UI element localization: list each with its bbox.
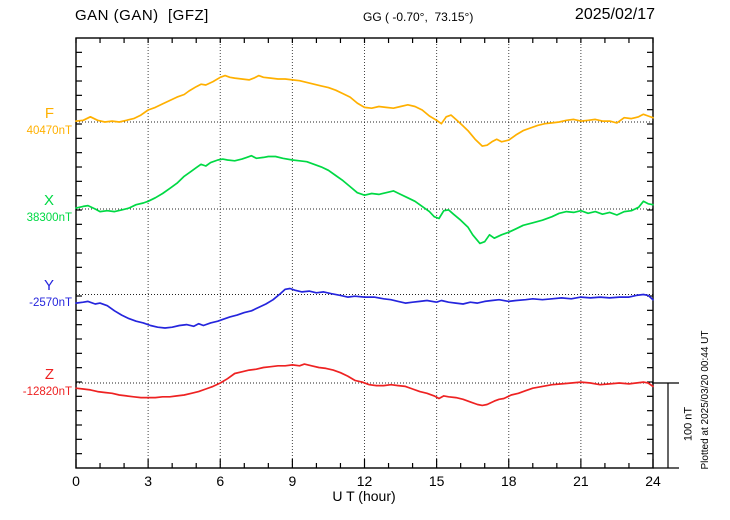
x-tick-label: 9 [288, 473, 297, 489]
x-tick-label: 12 [356, 473, 373, 489]
x-tick-label: 21 [573, 473, 589, 489]
x-tick-label: 15 [428, 473, 445, 489]
component-label-F: F [44, 105, 54, 122]
trace-X [75, 154, 654, 245]
plot-date: 2025/02/17 [574, 6, 655, 23]
x-tick-label: 6 [216, 473, 225, 489]
component-baseline-F: 40470nT [26, 125, 72, 137]
component-label-Y: Y [43, 277, 54, 294]
component-baseline-Y: -2570nT [29, 297, 72, 309]
station-title: GAN (GAN) [GFZ] [75, 7, 209, 24]
x-tick-label: 18 [500, 473, 517, 489]
x-tick-label: 3 [144, 473, 153, 489]
component-label-Z: Z [44, 366, 54, 383]
geographic-coords: GG ( -0.70°, 73.15°) [363, 10, 474, 24]
trace-Y [75, 287, 654, 329]
scale-bar-label: 100 nT [682, 406, 695, 442]
trace-Z [75, 363, 654, 407]
component-baseline-Z: -12820nT [22, 386, 72, 398]
plotted-at-note: Plotted at 2025/03/20 00:44 UT [700, 330, 711, 470]
x-axis-label: U T (hour) [332, 488, 396, 504]
trace-F [75, 74, 654, 147]
x-tick-label: 0 [72, 473, 80, 489]
component-baseline-X: 38300nT [26, 212, 72, 224]
component-label-X: X [43, 192, 54, 209]
plot-frame [75, 37, 654, 469]
x-tick-label: 24 [645, 473, 661, 489]
